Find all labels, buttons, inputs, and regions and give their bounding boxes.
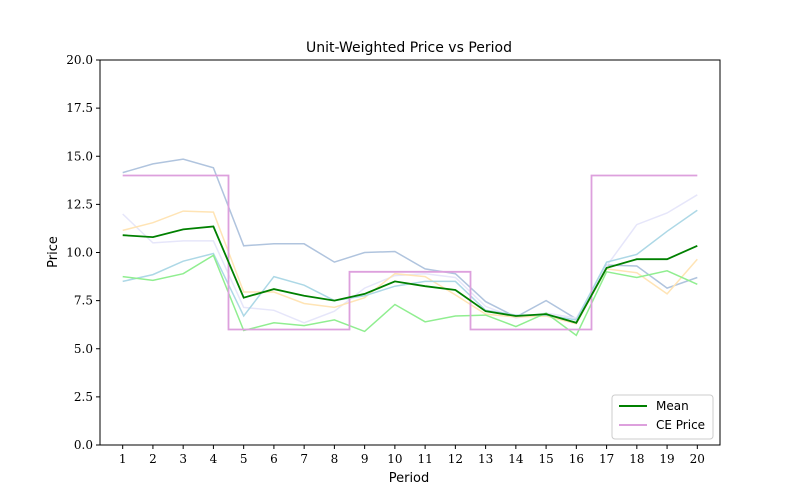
y-tick-label: 15.0 [66,149,93,163]
background-series-line [122,158,698,320]
y-tick-label: 10.0 [66,246,93,260]
y-tick-label: 17.5 [66,101,93,115]
y-tick-label: 0.0 [74,438,93,452]
ce-price-line [122,174,698,331]
x-axis: 1 2 3 4 5 6 7 8 9 10 11 12 13 14 15 16 17 18 19 20 [119,445,705,466]
x-tick-label: 13 [478,452,493,466]
ce-price-series [122,174,698,331]
y-tick-label: 2.5 [74,390,93,404]
x-tick-label: 12 [448,452,463,466]
plot-frame [99,59,721,446]
x-tick-label: 2 [149,452,157,466]
mean-line [122,225,698,324]
x-tick-label: 1 [119,452,127,466]
background-lines [122,158,698,337]
legend-mean-label: Mean [656,399,689,413]
x-tick-label: 19 [659,452,674,466]
x-tick-label: 17 [599,452,614,466]
background-series-line [122,254,698,337]
y-axis: 0.0 2.5 5.0 7.5 10.0 12.5 15.0 17.5 20.0 [66,53,100,452]
x-axis-label: Period [389,471,430,486]
y-tick-label: 7.5 [74,294,93,308]
mean-series [122,225,698,324]
chart-title: Unit-Weighted Price vs Period [306,40,512,56]
x-tick-label: 3 [179,452,187,466]
x-tick-label: 16 [569,452,584,466]
y-tick-label: 5.0 [74,342,93,356]
x-tick-label: 8 [331,452,339,466]
x-tick-label: 6 [270,452,278,466]
y-tick-label: 20.0 [66,53,93,67]
x-tick-label: 15 [538,452,553,466]
x-tick-label: 11 [417,452,432,466]
x-tick-label: 9 [361,452,369,466]
x-tick-label: 4 [210,452,218,466]
y-axis-label: Price [46,236,61,268]
y-tick-label: 12.5 [66,197,93,211]
x-tick-label: 7 [300,452,308,466]
legend: Mean CE Price [611,394,714,440]
x-tick-label: 18 [629,452,644,466]
x-tick-label: 10 [387,452,402,466]
legend-ce-label: CE Price [656,418,705,432]
x-tick-label: 5 [240,452,248,466]
x-tick-label: 20 [690,452,705,466]
x-tick-label: 14 [508,452,524,466]
